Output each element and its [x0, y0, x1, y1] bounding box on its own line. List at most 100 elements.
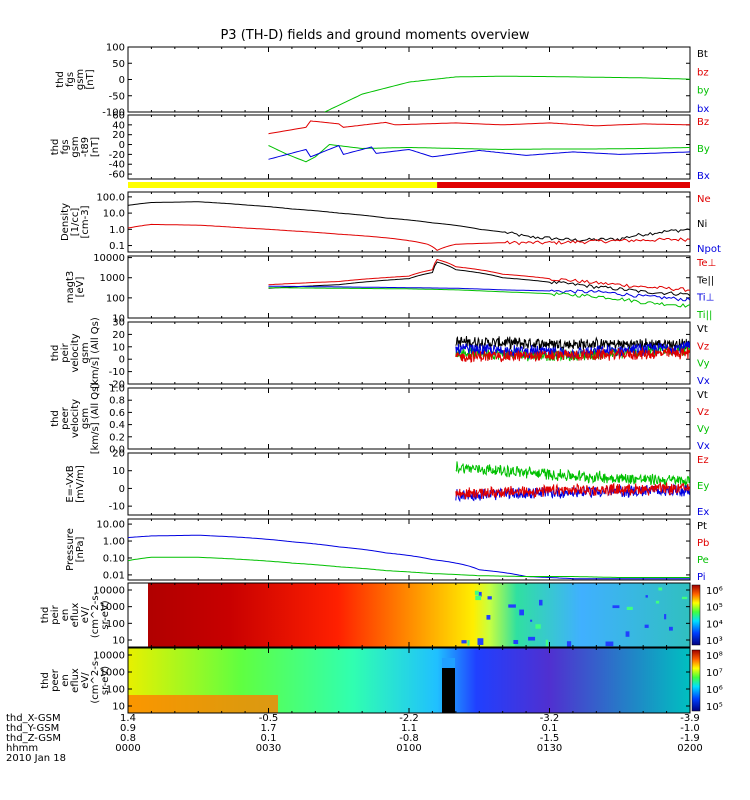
- legend-entry: Vy: [697, 359, 710, 370]
- y-tick-label: 100: [106, 43, 125, 54]
- legend-entry: Ex: [697, 507, 709, 518]
- colorbar-tick: 10⁸: [706, 651, 723, 662]
- y-tick-label: 10: [112, 466, 125, 477]
- y-tick-label: -40: [109, 160, 125, 171]
- series-line: [128, 201, 690, 242]
- colorbar-ion_spec: 10⁶ 10⁵ 10⁴ 10³: [691, 584, 723, 647]
- series-line: [268, 285, 690, 302]
- legend-entry: Vx: [697, 376, 710, 387]
- y-axis-label: thdpeirenefluxeV/(cm^2-s-sr-eV): [40, 591, 111, 638]
- x-axis-row-label: thd_X-GSM: [6, 713, 61, 724]
- series-line: [268, 143, 690, 163]
- legend-entry: Ne: [697, 194, 711, 205]
- series-line: [268, 120, 690, 135]
- colorbar-tick: 10³: [706, 636, 723, 647]
- y-tick-label: -20: [109, 380, 125, 391]
- y-tick-label: 1.00: [103, 537, 125, 548]
- x-axis-value: 1.1: [401, 723, 417, 734]
- panel-quality: [128, 182, 690, 188]
- y-tick-label: 100: [106, 619, 125, 630]
- y-tick-label: 10000: [93, 651, 125, 662]
- x-axis-value: -0.5: [258, 713, 279, 724]
- y-tick-label: 10000: [93, 586, 125, 597]
- x-axis-value: 0.1: [541, 723, 558, 734]
- x-axis-value: 0200: [677, 743, 703, 754]
- series-line: [455, 346, 690, 363]
- x-axis-value: 0000: [115, 743, 141, 754]
- colorbar-electron_spec: 10⁸ 10⁷ 10⁶ 10⁵: [691, 649, 723, 713]
- legend-entry: bx: [697, 104, 709, 115]
- y-tick-label: -10: [109, 502, 125, 513]
- colorbar-tick: 10⁶: [706, 586, 723, 597]
- panel-temperature: 10000 1000 100 10 magt3[eV] Te⊥ Te|| Ti⊥ Ti||: [65, 253, 716, 324]
- y-tick-label: 100: [106, 685, 125, 696]
- y-tick-label: 0.0: [109, 445, 125, 456]
- y-tick-label: -60: [109, 170, 125, 181]
- series-line: [268, 261, 690, 297]
- legend-entry: Vt: [697, 324, 708, 335]
- panel-pressure: 10.00 1.00 0.10 0.01 Pressure[nPa] Pt Pb Pe Pi: [65, 518, 709, 583]
- y-tick-label: 100.0: [96, 192, 125, 203]
- y-tick-label: 1000: [100, 602, 125, 613]
- legend-entry: Vz: [697, 341, 709, 352]
- y-tick-label: 10: [112, 314, 125, 325]
- series-line: [268, 287, 690, 308]
- y-tick-label: 50: [112, 59, 125, 70]
- x-axis-value: 0.9: [120, 723, 136, 734]
- y-tick-label: 0: [119, 355, 125, 366]
- legend-entry: By: [697, 144, 710, 155]
- series-line: [128, 556, 690, 578]
- y-tick-label: 40: [112, 120, 125, 131]
- panel-ve: 1.00.80.60.40.2 0.0 thdpeervelocitygsm[km/…: [50, 383, 710, 456]
- legend-entry: Pe: [697, 555, 709, 566]
- legend-entry: Bz: [697, 117, 709, 128]
- legend-entry: bz: [697, 67, 709, 78]
- panel-frame: [127, 255, 691, 319]
- legend-entry: Vy: [697, 424, 710, 435]
- series-line: [455, 481, 690, 500]
- y-tick-label: 10: [112, 342, 125, 353]
- y-axis-label: Density[1/cc][cm-3]: [60, 203, 91, 241]
- series-line: [455, 461, 690, 488]
- y-tick-label: 1000: [100, 273, 125, 284]
- legend-entry: Ey: [697, 481, 709, 492]
- legend-entry: Npot: [697, 244, 721, 255]
- x-axis-value: -2.2: [399, 713, 419, 724]
- colorbar-tick: 10⁵: [706, 702, 723, 713]
- x-axis-row-label: thd_Z-GSM: [6, 733, 61, 744]
- legend-entry: Pb: [697, 538, 709, 549]
- y-axis-label: thdpeervelocitygsm[km/s] (All Qs): [50, 383, 101, 455]
- legend-entry: Ni: [697, 219, 707, 230]
- y-tick-label: -20: [109, 150, 125, 161]
- quality-segment: [437, 182, 690, 188]
- series-line: [455, 341, 690, 360]
- legend-entry: Bt: [697, 49, 708, 60]
- x-axis-value: -1.5: [539, 733, 560, 744]
- y-tick-label: 1000: [100, 668, 125, 679]
- legend-entry: by: [697, 86, 709, 97]
- y-tick-label: 0: [119, 140, 125, 151]
- series-line: [128, 223, 690, 251]
- x-axis-value: 0100: [396, 743, 422, 754]
- legend-entry: Ez: [697, 455, 709, 466]
- colorbar-tick: 10⁵: [706, 603, 723, 614]
- panel-ion_spec: 10⁶ 10⁵ 10⁴ 10³ 10000 1000 100 10thdpeireneflux…: [40, 582, 723, 651]
- x-axis-row-label: hhmm: [6, 743, 39, 754]
- x-axis-table: thd_X-GSM 1.4 -0.5 -2.2 -3.2 -3.9 thd_Y-GSM 0.9…: [6, 714, 746, 794]
- legend-entry: Ti||: [696, 310, 712, 321]
- x-axis-value: 0.8: [120, 733, 136, 744]
- y-axis-label: thdfgsgsm-t89[nT]: [50, 136, 101, 157]
- y-axis-label: thdfgsgsm[nT]: [55, 69, 96, 90]
- x-axis-row-label: thd_Y-GSM: [6, 723, 60, 734]
- legend-entry: Pt: [697, 521, 707, 532]
- legend-entry: Pi: [697, 572, 706, 583]
- y-tick-label: 0.01: [103, 570, 125, 581]
- x-axis-value: -3.2: [539, 713, 560, 724]
- y-tick-label: 1.0: [109, 384, 125, 395]
- spectrogram-image: [148, 583, 690, 647]
- y-tick-label: 1.0: [109, 225, 125, 236]
- y-tick-label: 20: [112, 130, 125, 141]
- colorbar-tick: 10⁴: [706, 619, 723, 630]
